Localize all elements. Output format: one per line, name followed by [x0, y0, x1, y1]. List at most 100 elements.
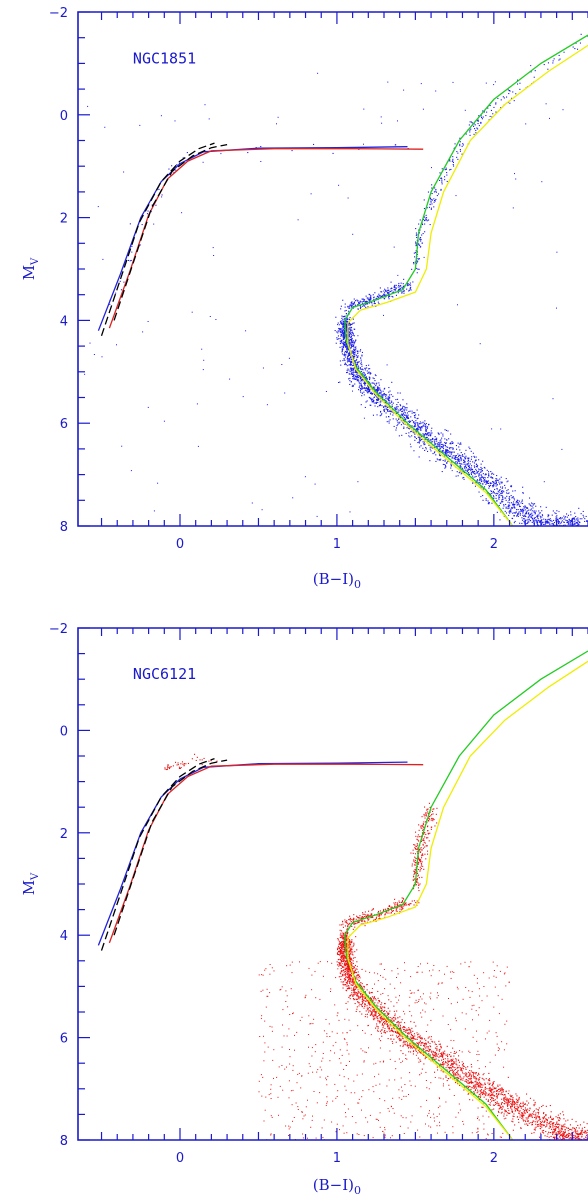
- star-point: [413, 252, 415, 254]
- field-star-point: [197, 445, 199, 447]
- star-point: [526, 1093, 528, 1095]
- star-point: [350, 347, 352, 349]
- star-point: [438, 1056, 440, 1058]
- star-point: [509, 511, 511, 513]
- star-point: [361, 386, 363, 388]
- star-point: [529, 535, 530, 536]
- star-point: [348, 378, 350, 380]
- star-point: [481, 118, 483, 120]
- star-point: [351, 973, 353, 975]
- star-point: [482, 1091, 484, 1093]
- star-point: [535, 510, 537, 512]
- star-point: [354, 375, 356, 377]
- star-point: [433, 198, 435, 200]
- star-point: [494, 1102, 496, 1104]
- star-point: [507, 1101, 509, 1103]
- star-point: [346, 320, 348, 322]
- star-point: [445, 450, 447, 452]
- star-point: [578, 524, 580, 526]
- star-point: [374, 394, 376, 396]
- star-point: [360, 376, 362, 378]
- star-point: [342, 332, 344, 334]
- star-point: [369, 1003, 371, 1005]
- star-point: [399, 1045, 401, 1047]
- star-point: [495, 485, 497, 487]
- star-point: [342, 326, 344, 328]
- star-point: [346, 319, 348, 321]
- star-point: [507, 505, 509, 507]
- star-point: [564, 1136, 566, 1138]
- star-point: [472, 472, 474, 474]
- star-point: [348, 340, 350, 342]
- star-point: [341, 348, 343, 350]
- star-point: [432, 438, 434, 440]
- star-point: [471, 122, 473, 124]
- star-point: [348, 361, 350, 363]
- star-point: [579, 521, 581, 523]
- star-point: [398, 1032, 400, 1034]
- star-point: [447, 1078, 449, 1080]
- star-point: [524, 507, 526, 509]
- star-point: [436, 1045, 438, 1047]
- star-point: [457, 475, 459, 477]
- star-point: [576, 522, 578, 524]
- star-point: [576, 1137, 578, 1139]
- star-point: [470, 1080, 472, 1082]
- star-point: [385, 294, 387, 296]
- star-point: [461, 463, 463, 465]
- star-point: [352, 341, 354, 343]
- star-point: [403, 417, 405, 419]
- star-point: [343, 984, 345, 986]
- star-point: [427, 432, 429, 434]
- star-point: [430, 199, 432, 201]
- field-star-point: [174, 120, 176, 122]
- star-point: [359, 377, 361, 379]
- star-point: [400, 420, 402, 422]
- star-point: [340, 322, 342, 324]
- star-point: [573, 532, 574, 533]
- star-point: [577, 517, 579, 519]
- star-point: [565, 1135, 567, 1137]
- star-point: [503, 1098, 505, 1100]
- star-point: [558, 523, 560, 525]
- star-point: [502, 498, 504, 500]
- star-point: [528, 1115, 530, 1117]
- star-point: [491, 477, 493, 479]
- star-point: [505, 497, 507, 499]
- star-point: [414, 426, 416, 428]
- star-point: [350, 942, 352, 944]
- star-point: [552, 60, 554, 62]
- star-point: [509, 90, 511, 92]
- star-point: [532, 1121, 534, 1123]
- star-point: [497, 479, 499, 481]
- star-point: [469, 1074, 471, 1076]
- star-point: [353, 986, 355, 988]
- star-point: [458, 455, 460, 457]
- star-point: [434, 1047, 436, 1049]
- star-point: [339, 331, 341, 333]
- star-point: [571, 521, 573, 523]
- star-point: [477, 1089, 479, 1091]
- star-point: [474, 460, 476, 462]
- star-point: [557, 537, 558, 538]
- star-point: [342, 950, 344, 952]
- star-point: [551, 523, 553, 525]
- star-point: [508, 90, 510, 92]
- star-point: [439, 451, 441, 453]
- star-point: [391, 411, 393, 413]
- star-point: [355, 354, 357, 356]
- star-point: [535, 529, 536, 530]
- star-point: [487, 503, 489, 505]
- star-point: [545, 506, 547, 508]
- star-point: [374, 1002, 376, 1004]
- star-point: [450, 443, 452, 445]
- field-star-point: [545, 103, 547, 105]
- star-point: [381, 394, 383, 396]
- star-point: [450, 453, 452, 455]
- star-point: [568, 529, 569, 530]
- star-point: [547, 518, 549, 520]
- field-star-point: [147, 406, 149, 408]
- star-point: [541, 522, 543, 524]
- star-point: [460, 463, 462, 465]
- star-point: [423, 444, 425, 446]
